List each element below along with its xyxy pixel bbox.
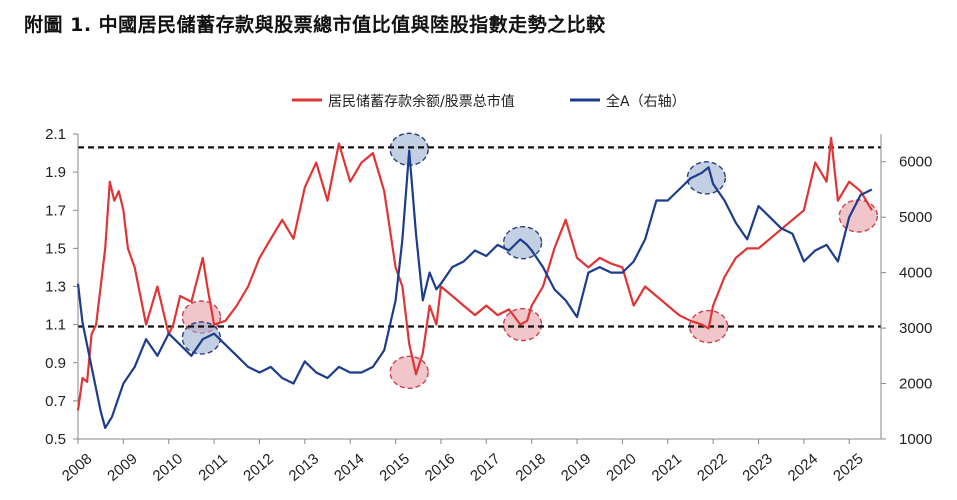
y-left-tick-label: 1.9 <box>45 164 66 181</box>
x-tick-label: 2014 <box>331 450 367 484</box>
legend-label-ratio: 居民储蓄存款余额/股票总市值 <box>328 93 515 110</box>
legend: 居民储蓄存款余额/股票总市值 全A（右轴） <box>292 93 686 110</box>
x-tick-label: 2008 <box>59 450 95 484</box>
y-left-tick-label: 0.9 <box>45 355 66 372</box>
y-right-tick-label: 5000 <box>899 209 932 226</box>
y-left-tick-label: 2.1 <box>45 126 66 143</box>
x-tick-label: 2019 <box>558 450 594 484</box>
highlight-circle <box>502 307 543 342</box>
highlight-circle <box>389 355 429 389</box>
figure-title: 附圖 1. 中國居民儲蓄存款與股票總市值比值與陸股指數走勢之比較 <box>24 14 606 36</box>
x-tick-label: 2020 <box>603 450 639 484</box>
highlight-circle <box>181 321 222 355</box>
x-tick-label: 2009 <box>104 450 140 484</box>
x-tick-label: 2022 <box>694 450 730 484</box>
x-tick-label: 2010 <box>150 450 186 484</box>
reference-lines <box>78 146 881 328</box>
y-left-tick-label: 1.5 <box>45 240 66 257</box>
x-tick-label: 2015 <box>376 450 412 484</box>
x-tick-label: 2023 <box>739 450 775 484</box>
y-right-tick-label: 3000 <box>899 320 932 337</box>
y-left-tick-label: 1.1 <box>45 317 66 334</box>
series-lines <box>76 136 873 429</box>
series-line-index <box>76 149 873 429</box>
y-left-tick-label: 1.3 <box>45 279 66 296</box>
x-tick-label: 2024 <box>785 450 821 484</box>
y-right-tick-label: 1000 <box>899 431 932 448</box>
highlight-circle <box>838 199 879 233</box>
y-right-tick-label: 4000 <box>899 265 932 282</box>
y-right-tick-label: 2000 <box>899 376 932 393</box>
x-tick-label: 2021 <box>649 450 685 484</box>
x-tick-label: 2012 <box>240 450 276 484</box>
y-left-tick-label: 0.5 <box>45 431 66 448</box>
y-left-tick-label: 1.7 <box>45 202 66 219</box>
x-tick-label: 2017 <box>467 450 503 484</box>
highlight-circles <box>181 132 879 389</box>
series-line-ratio <box>76 136 873 411</box>
y-right-tick-label: 6000 <box>899 154 932 171</box>
legend-label-index: 全A（右轴） <box>606 93 686 110</box>
highlight-circle <box>686 161 727 195</box>
x-tick-label: 2013 <box>286 450 322 484</box>
x-tick-label: 2016 <box>422 450 458 484</box>
x-tick-label: 2011 <box>195 451 231 485</box>
x-tick-label: 2018 <box>513 450 549 484</box>
x-tick-label: 2025 <box>830 450 866 484</box>
y-left-tick-label: 0.7 <box>45 393 66 410</box>
